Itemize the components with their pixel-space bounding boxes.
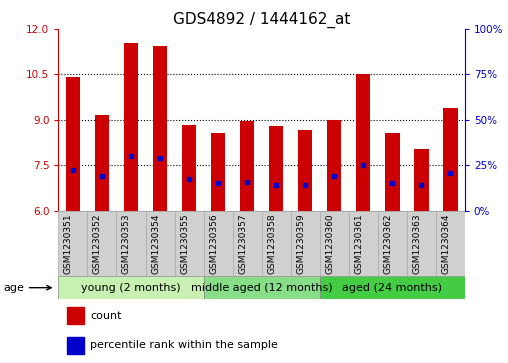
Bar <box>211 134 226 211</box>
Bar <box>414 148 429 211</box>
Bar <box>320 211 348 276</box>
Bar <box>182 125 196 211</box>
Bar <box>204 276 320 299</box>
Bar <box>327 120 341 211</box>
Bar <box>291 211 320 276</box>
Text: GSM1230354: GSM1230354 <box>151 214 160 274</box>
Bar <box>298 130 312 211</box>
Text: middle aged (12 months): middle aged (12 months) <box>191 283 332 293</box>
Bar <box>233 211 262 276</box>
Text: young (2 months): young (2 months) <box>81 283 181 293</box>
Text: GSM1230357: GSM1230357 <box>238 214 247 274</box>
Bar <box>58 211 87 276</box>
Bar <box>436 211 465 276</box>
Bar <box>348 211 378 276</box>
Text: GSM1230361: GSM1230361 <box>354 214 363 274</box>
Text: GSM1230363: GSM1230363 <box>412 214 421 274</box>
Text: GSM1230353: GSM1230353 <box>122 214 131 274</box>
Bar <box>443 108 458 211</box>
Bar <box>407 211 436 276</box>
Bar <box>175 211 204 276</box>
Text: GSM1230362: GSM1230362 <box>383 214 392 274</box>
Bar <box>145 211 175 276</box>
Text: aged (24 months): aged (24 months) <box>342 283 442 293</box>
Bar <box>153 46 167 211</box>
Text: percentile rank within the sample: percentile rank within the sample <box>90 340 278 350</box>
Bar <box>87 211 116 276</box>
Bar <box>385 134 399 211</box>
Text: GSM1230358: GSM1230358 <box>267 214 276 274</box>
Text: GSM1230364: GSM1230364 <box>441 214 450 274</box>
Text: GSM1230356: GSM1230356 <box>209 214 218 274</box>
Bar <box>378 211 407 276</box>
Bar <box>67 337 84 354</box>
Bar <box>269 126 283 211</box>
Text: GSM1230359: GSM1230359 <box>296 214 305 274</box>
Bar <box>94 115 109 211</box>
Text: age: age <box>3 283 51 293</box>
Text: GSM1230351: GSM1230351 <box>64 214 73 274</box>
Bar <box>320 276 465 299</box>
Bar <box>67 307 84 324</box>
Text: GSM1230352: GSM1230352 <box>93 214 102 274</box>
Text: count: count <box>90 310 121 321</box>
Bar <box>262 211 291 276</box>
Bar <box>116 211 145 276</box>
Title: GDS4892 / 1444162_at: GDS4892 / 1444162_at <box>173 12 351 28</box>
Bar <box>240 121 255 211</box>
Bar <box>356 74 370 211</box>
Bar <box>124 43 138 211</box>
Bar <box>58 276 204 299</box>
Bar <box>66 77 80 211</box>
Text: GSM1230360: GSM1230360 <box>325 214 334 274</box>
Bar <box>204 211 233 276</box>
Text: GSM1230355: GSM1230355 <box>180 214 189 274</box>
